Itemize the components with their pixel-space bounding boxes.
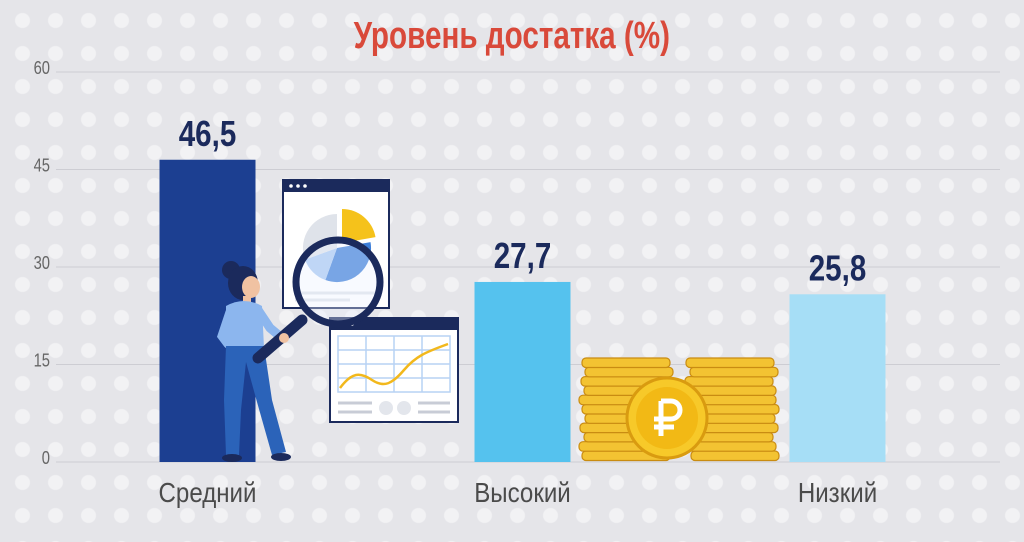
y-tick-label: 0 <box>42 448 50 468</box>
chart-title-wrap: Уровень достатка (%) <box>0 17 1024 55</box>
y-tick-label: 60 <box>34 58 50 78</box>
coin <box>689 366 779 378</box>
pie-chart-dashboard-icon <box>282 179 390 309</box>
data-label: 25,8 <box>809 247 867 288</box>
x-tick-label: Высокий <box>474 477 571 508</box>
ruble-coin <box>625 376 709 460</box>
ruble-sign-icon <box>654 398 683 436</box>
bars <box>159 159 886 462</box>
data-label: 46,5 <box>179 113 237 154</box>
coin <box>684 376 774 387</box>
bar <box>789 294 886 462</box>
y-tick-label: 45 <box>34 156 50 176</box>
line-chart-dashboard-icon <box>329 317 459 423</box>
chart-title: Уровень достатка (%) <box>353 15 671 57</box>
coin <box>581 357 671 369</box>
coin <box>584 366 674 378</box>
coin <box>687 441 777 452</box>
x-tick-label: Средний <box>159 477 257 508</box>
woman-with-magnifier-icon <box>216 261 291 462</box>
ruble-coins-icon <box>578 357 780 462</box>
labels: 0 15 30 45 60 46,5 Средний 27,7 Высокий 25,8 Низки… <box>34 58 878 508</box>
coin <box>690 450 780 462</box>
y-tick-label: 30 <box>34 253 50 273</box>
x-tick-label: Низкий <box>798 477 877 508</box>
data-label: 27,7 <box>494 235 552 276</box>
bar <box>474 281 571 462</box>
y-tick-label: 15 <box>34 351 50 371</box>
coin <box>685 357 775 369</box>
coin <box>687 385 777 396</box>
magnifier-icon <box>252 236 384 364</box>
